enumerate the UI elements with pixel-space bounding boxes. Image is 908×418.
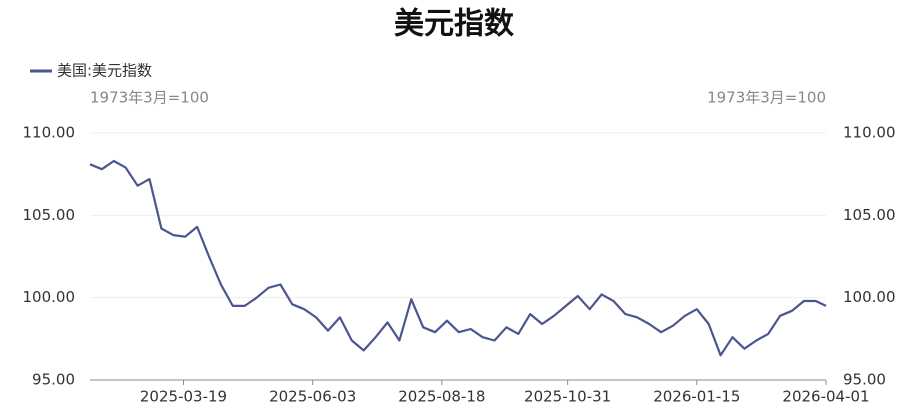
y2-axis-label: 1973年3月=100 [707,89,826,107]
y-tick-label: 100.00 [23,288,76,306]
x-tick-label: 2025-08-18 [398,388,485,406]
line-series [89,159,827,357]
y-tick-label: 95.00 [32,371,75,389]
legend-label: 美国:美元指数 [57,62,152,80]
chart-title: 美元指数 [394,7,515,42]
y2-tick-label: 105.00 [843,206,896,224]
x-tick-label: 2026-04-01 [782,388,869,406]
x-tick-label: 2025-03-19 [140,388,227,406]
y2-tick-label: 95.00 [843,371,886,389]
y2-tick-label: 110.00 [843,124,896,142]
y-tick-label: 105.00 [23,206,76,224]
y-tick-label: 110.00 [23,124,76,142]
x-tick-label: 2025-10-31 [524,388,611,406]
x-tick-label: 2026-01-15 [653,388,740,406]
y-axis-label: 1973年3月=100 [90,89,209,107]
y2-tick-label: 100.00 [843,288,896,306]
x-tick-label: 2025-06-03 [269,388,356,406]
